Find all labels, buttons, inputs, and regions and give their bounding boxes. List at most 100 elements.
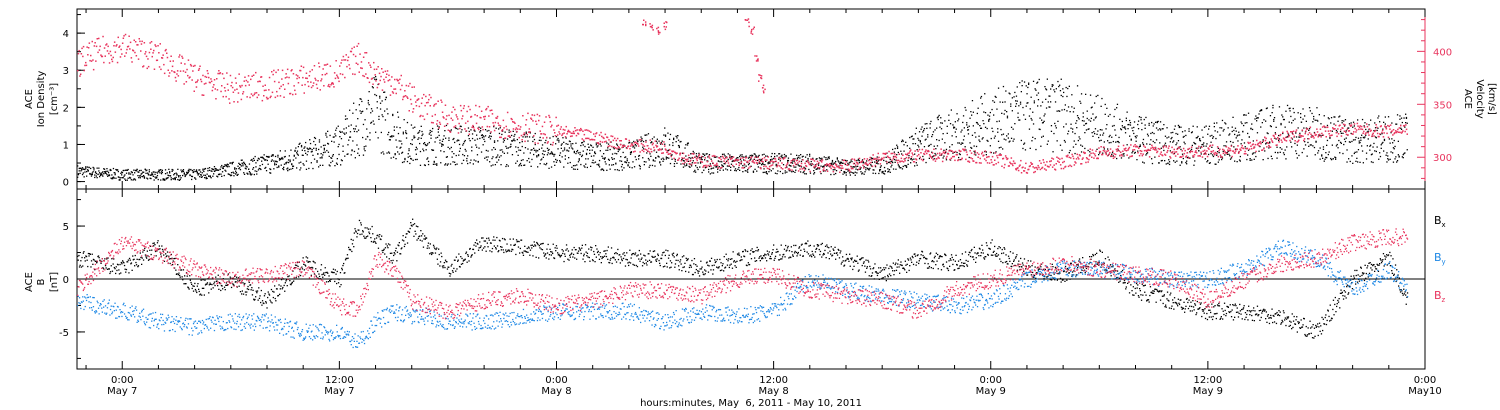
density-point <box>1406 149 1408 151</box>
velocity-point <box>1106 155 1109 157</box>
velocity-point <box>1030 161 1032 164</box>
velocity-point <box>206 70 209 72</box>
velocity-point <box>346 65 348 68</box>
velocity-point <box>1109 148 1112 150</box>
density-point <box>1129 122 1132 124</box>
density-point <box>1102 134 1104 136</box>
density-point <box>784 172 786 174</box>
velocity-point <box>211 89 214 92</box>
velocity-point <box>598 134 601 136</box>
density-point <box>415 146 417 148</box>
velocity-point <box>711 160 713 162</box>
density-point <box>329 134 331 137</box>
density-point <box>371 110 374 112</box>
density-point <box>1054 91 1056 93</box>
density-point <box>1067 106 1070 108</box>
density-point <box>979 125 981 127</box>
density-point <box>1400 117 1403 119</box>
velocity-point <box>602 136 604 139</box>
velocity-point <box>459 104 462 107</box>
density-point <box>1004 109 1006 112</box>
velocity-point <box>326 72 328 75</box>
velocity-point <box>387 79 389 82</box>
density-point <box>224 169 226 171</box>
velocity-point <box>305 77 307 79</box>
velocity-point <box>1102 149 1105 152</box>
density-point <box>669 133 672 136</box>
density-point <box>639 168 641 170</box>
velocity-point <box>628 139 630 142</box>
density-point <box>319 157 321 159</box>
density-point <box>471 150 473 152</box>
density-point <box>933 145 935 147</box>
density-point <box>839 162 842 164</box>
density-point <box>1054 125 1057 127</box>
density-point <box>622 151 624 154</box>
density-point <box>146 177 148 179</box>
density-point <box>233 172 235 174</box>
density-point <box>1062 95 1064 98</box>
density-point <box>1370 154 1373 156</box>
density-point <box>1202 143 1204 146</box>
velocity-point <box>231 86 234 89</box>
density-point <box>1144 127 1146 129</box>
velocity-point <box>480 117 482 119</box>
density-point <box>626 160 628 162</box>
velocity-point <box>156 59 159 61</box>
density-point <box>1063 126 1065 128</box>
density-point <box>1239 160 1241 162</box>
density-point <box>912 138 914 140</box>
velocity-point <box>736 159 738 161</box>
density-point <box>1256 132 1259 134</box>
velocity-point <box>371 77 374 80</box>
density-point <box>1029 147 1031 149</box>
density-point <box>153 179 155 181</box>
density-point <box>167 177 169 179</box>
velocity-point <box>492 122 494 124</box>
velocity-point <box>887 156 890 159</box>
density-point <box>199 169 201 171</box>
velocity-point <box>950 157 953 159</box>
density-point <box>83 168 85 170</box>
velocity-point <box>527 131 530 134</box>
velocity-point <box>87 54 89 56</box>
density-point <box>98 170 100 172</box>
velocity-point <box>868 159 870 162</box>
density-point <box>1238 131 1240 133</box>
velocity-point <box>1013 162 1015 164</box>
density-point <box>780 155 782 157</box>
velocity-point <box>990 159 992 161</box>
density-point <box>1023 143 1025 145</box>
density-point <box>1114 129 1116 131</box>
velocity-point <box>163 72 166 75</box>
density-point <box>1230 157 1233 159</box>
density-point <box>1173 140 1175 142</box>
density-point <box>840 169 842 171</box>
velocity-point <box>302 76 304 79</box>
velocity-point <box>566 133 568 135</box>
density-point <box>625 162 628 164</box>
density-point <box>1254 118 1256 120</box>
density-point <box>357 118 359 120</box>
density-point <box>1013 96 1015 98</box>
velocity-point <box>700 155 703 158</box>
velocity-point <box>126 48 128 51</box>
density-ytick-label: 1 <box>63 140 69 151</box>
density-point <box>354 128 356 130</box>
velocity-point <box>1274 133 1277 135</box>
velocity-point <box>708 155 710 157</box>
density-point <box>417 138 419 140</box>
density-point <box>722 169 724 171</box>
density-point <box>164 178 166 181</box>
density-point <box>1124 128 1127 130</box>
velocity-point <box>614 147 617 149</box>
density-point <box>141 175 143 178</box>
density-point <box>1057 80 1059 83</box>
density-point <box>1049 106 1051 108</box>
density-point <box>278 159 281 161</box>
density-point <box>479 137 481 140</box>
velocity-point <box>706 160 709 163</box>
density-point <box>1027 86 1029 89</box>
velocity-point <box>546 142 549 144</box>
velocity-point <box>817 166 819 169</box>
